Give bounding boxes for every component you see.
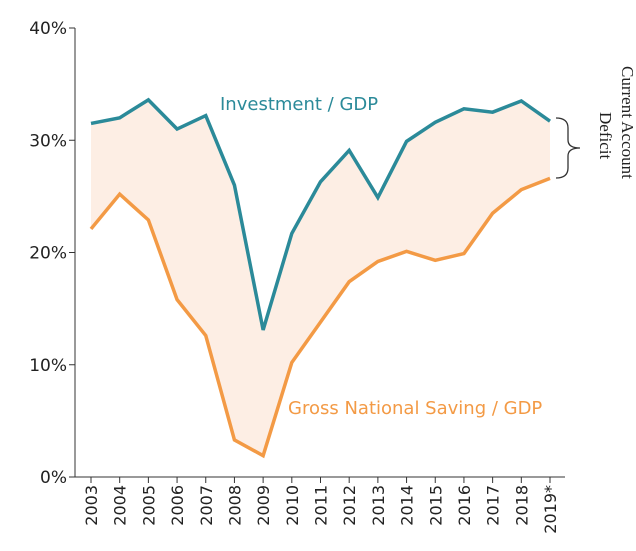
x-tick-label: 2008 [225, 485, 244, 526]
series-label: Gross National Saving / GDP [288, 398, 542, 419]
y-tick-label: 40% [29, 19, 67, 39]
x-tick-label: 2007 [197, 485, 216, 526]
series-label: Investment / GDP [220, 94, 378, 115]
x-tick-label: 2003 [82, 485, 101, 526]
series-line [90, 97, 552, 331]
annotation-line: Deficit [596, 112, 615, 159]
y-tick-label: 20% [29, 244, 67, 264]
x-tick-label: 2011 [312, 485, 331, 526]
x-tick-label: 2012 [340, 485, 359, 526]
x-tick-label: 2004 [111, 485, 130, 526]
series-line [89, 176, 551, 459]
x-tick-label: 2009 [254, 485, 273, 526]
x-tick-label: 2018 [512, 485, 531, 526]
x-tick-label: 2017 [484, 485, 503, 526]
x-tick-label: 2013 [369, 485, 388, 526]
annotation-line: Current Account [618, 66, 636, 179]
x-tick-label: 2006 [168, 485, 187, 526]
x-tick-label: 2014 [398, 485, 417, 526]
x-tick-label: 2010 [283, 485, 302, 526]
x-tick-label: 2005 [139, 485, 158, 526]
y-tick-label: 0% [40, 468, 67, 488]
y-tick-label: 10% [29, 356, 67, 376]
x-tick-label: 2016 [455, 485, 474, 526]
deficit-band [91, 99, 550, 456]
band-layer [91, 99, 550, 456]
brace [555, 117, 581, 179]
x-tick-label: 2019* [541, 485, 560, 534]
y-tick-label: 30% [29, 131, 67, 151]
x-tick-label: 2015 [426, 485, 445, 526]
